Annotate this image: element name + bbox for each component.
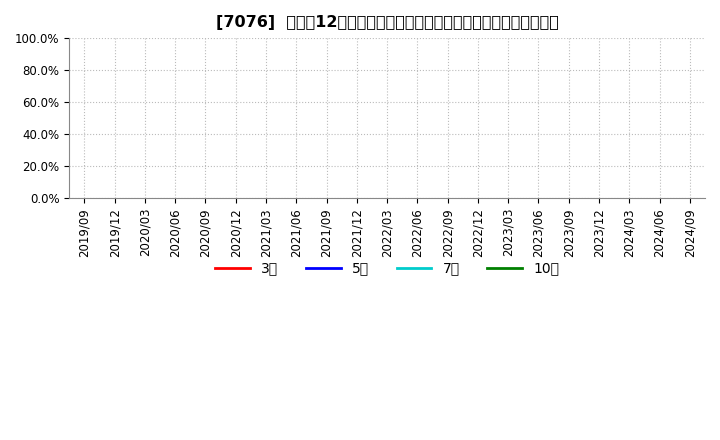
Title: [7076]  売上高12か月移動合計の対前年同期増減率の標準偏差の推移: [7076] 売上高12か月移動合計の対前年同期増減率の標準偏差の推移: [216, 15, 559, 30]
Legend: 3年, 5年, 7年, 10年: 3年, 5年, 7年, 10年: [210, 256, 564, 281]
